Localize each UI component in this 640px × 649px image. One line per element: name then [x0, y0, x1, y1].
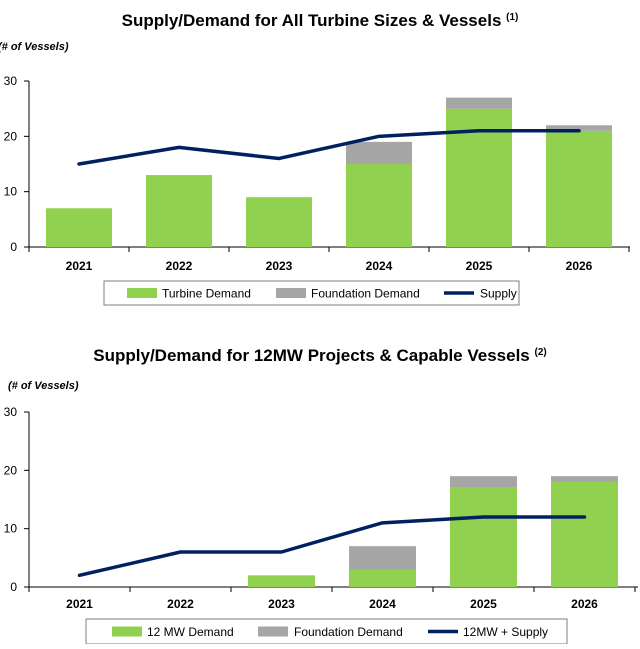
chart-title-footnote: (1): [506, 12, 518, 23]
bar-12-mw-demand-2025: [450, 487, 517, 587]
y-tick-label: 30: [4, 74, 18, 88]
x-tick-label: 2026: [566, 259, 593, 273]
bar-turbine-demand-2024: [346, 164, 412, 247]
legend-swatch: [276, 288, 306, 298]
y-tick-label: 30: [4, 405, 18, 419]
legend-label: 12 MW Demand: [147, 625, 234, 639]
bar-foundation-demand-2025: [450, 476, 517, 488]
y-tick-label: 10: [4, 185, 18, 199]
bar-foundation-demand-2024: [349, 546, 416, 570]
chart-1-ylabel: (# of Vessels): [0, 41, 69, 53]
chart-title-text: Supply/Demand for All Turbine Sizes & Ve…: [122, 11, 507, 30]
bar-foundation-demand-2026: [551, 476, 618, 482]
chart-2-ylabel: (# of Vessels): [8, 380, 79, 392]
x-tick-label: 2023: [268, 597, 295, 611]
legend-swatch: [112, 626, 142, 637]
x-tick-label: 2022: [167, 597, 194, 611]
chart-title-footnote: (2): [534, 347, 546, 358]
legend-label: 12MW + Supply: [463, 625, 548, 639]
bar-turbine-demand-2026: [546, 130, 612, 247]
series-line-12mw-supply: [77, 515, 587, 578]
x-tick-label: 2026: [571, 597, 598, 611]
legend-swatch: [127, 288, 157, 298]
bar-turbine-demand-2022: [146, 175, 212, 247]
legend-label: Supply: [480, 287, 517, 301]
chart-2-title: Supply/Demand for 12MW Projects & Capabl…: [93, 346, 546, 365]
series-line-supply: [77, 129, 581, 166]
y-tick-label: 10: [4, 522, 18, 536]
x-tick-label: 2024: [369, 597, 396, 611]
x-tick-label: 2021: [66, 597, 93, 611]
x-tick-label: 2024: [366, 259, 393, 273]
legend-label: Foundation Demand: [294, 625, 403, 639]
chart-1-title: Supply/Demand for All Turbine Sizes & Ve…: [122, 11, 519, 30]
bar-foundation-demand-2026: [546, 125, 612, 131]
y-tick-label: 20: [4, 463, 18, 477]
legend-label: Foundation Demand: [311, 287, 420, 301]
legend-label: Turbine Demand: [162, 287, 251, 301]
bar-12-mw-demand-2023: [248, 575, 315, 587]
x-tick-label: 2021: [66, 259, 93, 273]
bar-12-mw-demand-2024: [349, 569, 416, 587]
y-tick-label: 0: [10, 580, 17, 594]
y-tick-label: 20: [4, 129, 18, 143]
legend-swatch: [258, 626, 288, 637]
x-tick-label: 2022: [166, 259, 193, 273]
bar-12-mw-demand-2026: [551, 482, 618, 587]
chart-title-text: Supply/Demand for 12MW Projects & Capabl…: [93, 346, 534, 365]
bar-foundation-demand-2025: [446, 97, 512, 109]
x-tick-label: 2025: [470, 597, 497, 611]
bar-turbine-demand-2021: [46, 208, 112, 247]
bar-turbine-demand-2023: [246, 197, 312, 247]
y-tick-label: 0: [10, 240, 17, 254]
x-tick-label: 2023: [266, 259, 293, 273]
bar-foundation-demand-2024: [346, 141, 412, 164]
x-tick-label: 2025: [466, 259, 493, 273]
